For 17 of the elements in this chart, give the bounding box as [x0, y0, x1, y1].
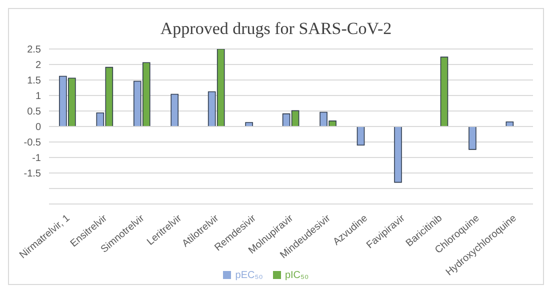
y-tick-label: 2: [35, 60, 42, 72]
bar: [440, 56, 448, 127]
bar: [170, 94, 179, 127]
y-tick-label: -0.5: [24, 138, 42, 149]
y-tick-label: -1: [32, 153, 42, 164]
y-tick-label: 1.5: [27, 76, 42, 87]
y-tick-label: 1: [35, 91, 42, 102]
bar: [394, 126, 402, 183]
y-tick-label: -1.5: [24, 168, 42, 180]
bar: [468, 126, 476, 150]
y-tick-label: 0.5: [27, 106, 42, 118]
legend-label: pEC₅₀: [235, 270, 263, 281]
bar: [356, 126, 365, 146]
chart-title: Approved drugs for SARS-CoV-2: [159, 19, 393, 40]
y-tick-label: 2.5: [27, 44, 42, 56]
y-tick-label: 0: [35, 122, 42, 134]
legend-label: pIC₅₀: [284, 270, 309, 281]
